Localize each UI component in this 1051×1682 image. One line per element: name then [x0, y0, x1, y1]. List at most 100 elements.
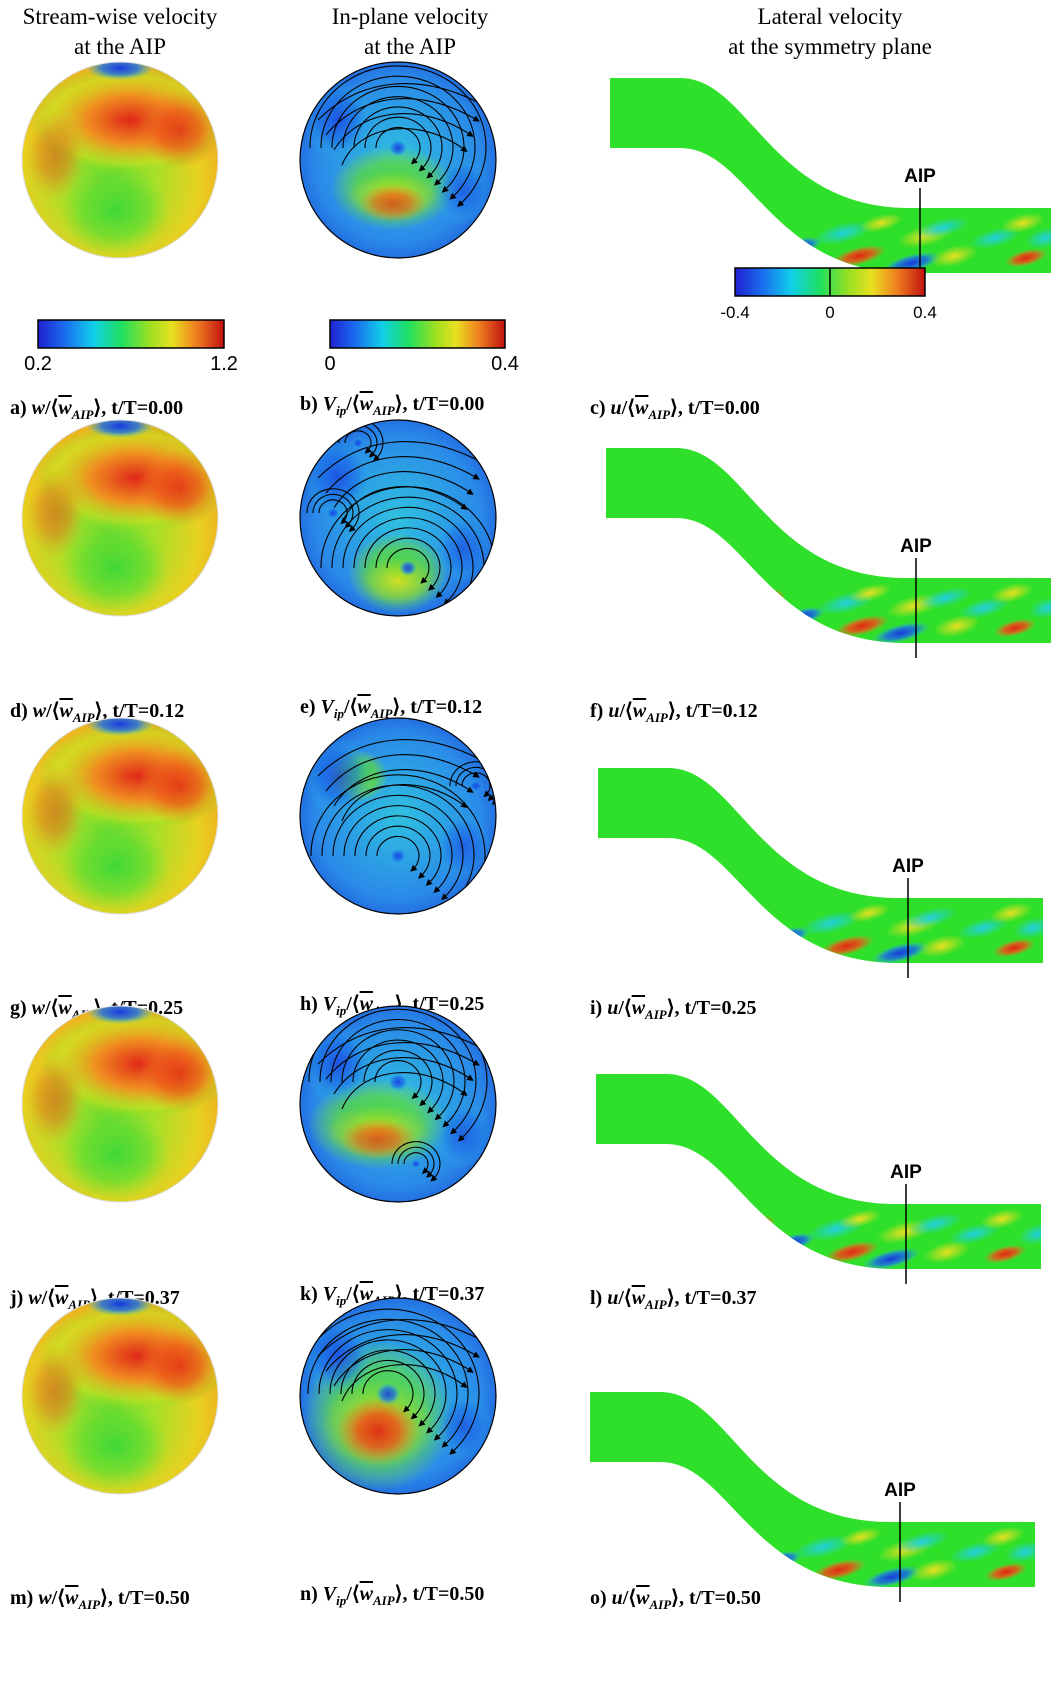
streamline — [312, 493, 354, 529]
panel-caption: b) Vip/⟨wAIP⟩, t/T=0.00 — [300, 393, 485, 418]
separation-region — [86, 420, 154, 438]
lateral-velocity-blob — [834, 614, 890, 638]
streamline — [325, 754, 480, 792]
lateral-velocity-blob — [813, 220, 873, 246]
streamline — [362, 1370, 414, 1413]
streamline — [341, 1029, 455, 1121]
streamwise-contour-4 — [21, 1297, 219, 1495]
lateral-contour-0: AIP — [610, 78, 1051, 288]
lateral-velocity-blob — [914, 216, 970, 240]
streamwise-contour-1 — [21, 419, 219, 617]
lateral-velocity-blob — [1013, 917, 1043, 939]
header-streamwise-line2: at the AIP — [74, 34, 166, 59]
streamline — [353, 517, 463, 605]
streamline — [319, 1008, 477, 1135]
header-lateral-line2: at the symmetry plane — [728, 34, 932, 59]
lateral-velocity-blob — [838, 1209, 882, 1229]
header-streamwise-line1: Stream-wise velocity — [22, 4, 218, 29]
colorbar-tick-label: 0 — [324, 353, 335, 375]
panel-caption: n) Vip/⟨wAIP⟩, t/T=0.50 — [300, 1583, 485, 1608]
low-velocity-region — [60, 523, 170, 613]
inplane-streamlines-0 — [299, 61, 497, 259]
streamline — [341, 486, 468, 524]
header-streamwise: Stream-wise velocity at the AIP — [10, 2, 230, 62]
lateral-velocity-blob — [993, 618, 1037, 638]
lateral-velocity-blob — [992, 938, 1036, 958]
streamline — [397, 1146, 435, 1178]
lateral-velocity-blob — [819, 934, 875, 958]
streamline — [351, 1359, 425, 1420]
colorbar-tick-label: 0 — [825, 303, 834, 322]
lateral-velocity-blob — [859, 213, 903, 233]
streamline — [354, 815, 442, 886]
streamwise-contour-2 — [21, 717, 219, 915]
streamwise-contour-3 — [21, 1005, 219, 1203]
panel-caption: m) w/⟨wAIP⟩, t/T=0.50 — [10, 1587, 190, 1612]
streamline — [363, 1049, 433, 1107]
streamline — [331, 85, 465, 193]
lateral-velocity-blob — [989, 902, 1033, 924]
streamline — [333, 1057, 474, 1095]
colorbar-lateral: -0.4 0 0.4 — [720, 267, 937, 322]
streamline — [333, 113, 474, 151]
streamline — [343, 805, 453, 893]
streamline — [325, 1334, 480, 1372]
header-inplane-line2: at the AIP — [364, 34, 456, 59]
lateral-velocity-blob — [848, 583, 892, 603]
streamline — [325, 98, 480, 136]
lateral-velocity-blob — [1028, 597, 1051, 619]
colorbar-tick-label: 0.4 — [491, 353, 519, 375]
lateral-velocity-blob — [902, 906, 958, 930]
aip-label: AIP — [900, 536, 932, 557]
aip-label: AIP — [904, 166, 936, 187]
separation-region — [86, 1298, 154, 1316]
inplane-streamlines-1 — [299, 419, 497, 617]
streamline-group — [308, 1006, 488, 1182]
lateral-velocity-blob — [894, 1530, 950, 1554]
low-velocity-region — [60, 165, 170, 255]
streamline — [341, 1072, 468, 1110]
streamline — [365, 825, 431, 879]
colorbar-inplane: 0 0.4 — [324, 319, 519, 375]
lateral-velocity-blob — [1018, 1223, 1041, 1245]
streamline — [321, 784, 475, 908]
lateral-velocity-blob — [824, 1240, 880, 1264]
lateral-contour-1: AIP — [606, 448, 1051, 658]
streamline — [376, 835, 420, 872]
lateral-velocity-blob — [923, 1240, 971, 1264]
lateral-velocity-blob — [1001, 212, 1045, 234]
streamline — [403, 1152, 430, 1174]
lateral-velocity-blob — [910, 1558, 958, 1582]
inplane-streamlines-4 — [299, 1297, 497, 1495]
lateral-velocity-blob — [949, 1541, 1001, 1563]
streamline — [341, 128, 468, 166]
lateral-velocity-blob — [811, 1558, 867, 1582]
colorbar-streamwise: 0.2 1.2 — [24, 319, 238, 375]
streamline — [317, 739, 486, 777]
lateral-velocity-blob — [793, 1534, 853, 1560]
streamline — [317, 1319, 486, 1357]
lateral-velocity-blob — [930, 244, 978, 268]
streamline — [391, 1141, 441, 1182]
streamline — [325, 1042, 480, 1080]
colorbar-tick-label: -0.4 — [720, 303, 749, 322]
panel-caption: l) u/⟨wAIP⟩, t/T=0.37 — [590, 1287, 757, 1312]
lateral-velocity-blob — [948, 1223, 1000, 1245]
lateral-velocity-blob — [907, 1212, 963, 1236]
lateral-velocity-blob — [983, 1244, 1027, 1264]
streamline — [333, 471, 474, 509]
streamline — [306, 488, 360, 532]
lateral-velocity-blob — [918, 934, 966, 958]
lateral-velocity-blob — [870, 941, 930, 963]
lateral-velocity-blob — [831, 244, 887, 268]
low-velocity-region — [60, 821, 170, 911]
streamline — [375, 537, 441, 591]
panel-caption: e) Vip/⟨wAIP⟩, t/T=0.12 — [300, 696, 483, 721]
header-lateral: Lateral velocity at the symmetry plane — [700, 2, 960, 62]
inplane-streamlines-3 — [299, 1005, 497, 1203]
streamline — [341, 784, 468, 822]
streamline — [309, 65, 487, 207]
streamline — [333, 769, 474, 807]
lateral-velocity-blob — [958, 597, 1010, 619]
streamline — [364, 116, 432, 172]
